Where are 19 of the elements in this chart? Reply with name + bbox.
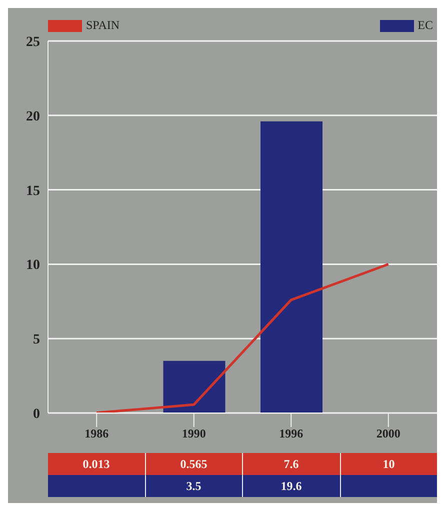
x-tick-label: 1996	[279, 426, 304, 441]
data-label: 10	[340, 453, 437, 475]
x-tick-label: 1986	[84, 426, 109, 441]
legend-label: EC	[418, 18, 433, 33]
data-label: 7.6	[242, 453, 340, 475]
line-series	[95, 262, 390, 413]
data-label: 0.013	[82, 456, 111, 473]
y-tick-label: 15	[26, 184, 40, 199]
y-tick-label: 20	[26, 109, 40, 124]
x-tick-label: 1990	[182, 426, 206, 441]
y-tick-label: 25	[26, 34, 40, 50]
data-label: 3.5	[144, 475, 242, 497]
legend-label: SPAIN	[86, 18, 120, 33]
y-tick-label: 0	[33, 406, 40, 422]
x-tick-label: 2000	[376, 426, 400, 441]
data-label: 19.6	[242, 475, 340, 497]
y-tick-label: 5	[33, 332, 40, 348]
y-tick-label: 10	[26, 258, 40, 274]
data-label: 0.565	[144, 453, 242, 475]
